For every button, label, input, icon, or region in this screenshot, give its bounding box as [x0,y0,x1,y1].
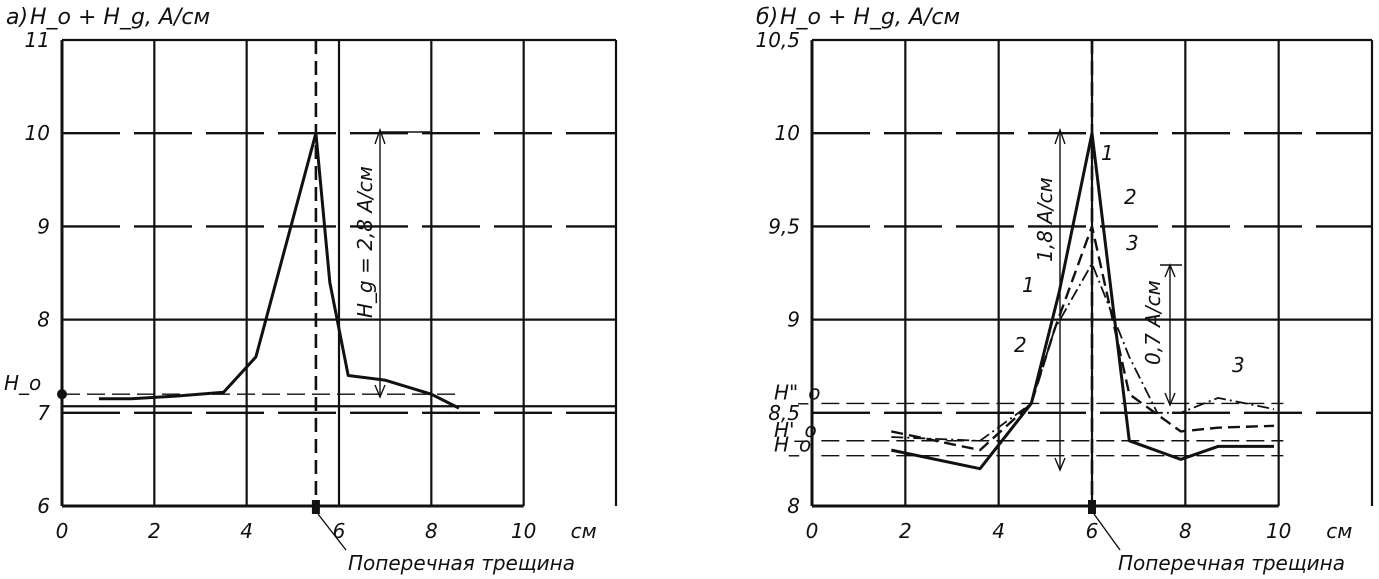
panel-b-annotations: 1,8 A/см 0,7 A/см Поперечная трещина [1033,127,1345,575]
panel-a-reference-dot [57,389,67,400]
panel-b-crack-marker [1088,500,1096,514]
panel-a-crack-leader [317,513,347,551]
panel-a-amplitude-label: H_g = 2,8 A/см [353,166,377,318]
panel-b-series-label: 3 [1126,231,1139,255]
panel-a-x-tick-label: 0 [56,519,69,543]
panel-a-x-tick-label: 4 [240,519,253,543]
panel-b-x-tick-label: 6 [1086,519,1099,543]
panel-a-y-tick-label: 6 [37,494,50,518]
panel-a-reference-lines: H_o [4,40,616,514]
panel-b-y-tick-label: 8,5 [768,401,800,425]
panel-a-series-line [98,131,460,410]
panel-a-crack-label: Поперечная трещина [348,551,575,575]
panel-b-reference-label: H'_o [774,418,817,442]
panel-a-y-tick-label: 7 [37,401,50,425]
panel-b-crack-leader [1093,513,1121,551]
panel-b-y-tick-label: 10 [775,121,800,145]
panel-a-x-tick-label: 10 [511,519,536,543]
panel-b-x-axis-unit: см [1326,519,1352,543]
panel-b-arrowhead-1-bottom [1054,457,1066,472]
panel-b-series-line [891,225,1275,452]
panel-b-series-line [890,131,1274,471]
panel-b-x-tick-label: 10 [1266,519,1291,543]
panel-b-amplitude-label-2: 0,7 A/см [1141,280,1165,365]
panel-b-tick-labels: 8 8,5 9 9,5 10 10,5 0 2 4 6 8 10 см [755,28,1352,543]
panel-b-reference-label: H_o [774,433,811,457]
panel-b-letter: б) [756,5,778,30]
panel-a-tick-labels: 6 7 8 9 10 11 0 2 4 6 8 10 см [25,28,597,543]
panel-b-x-tick-label: 4 [992,519,1005,543]
panel-b-y-tick-label: 10,5 [755,28,800,52]
panel-b-series-label: 1 [1022,273,1035,297]
panel-a-title: а) H_o + H_g, A/см [6,5,210,30]
panel-a-letter: а) [6,5,28,30]
panel-a-annotations: H_g = 2,8 A/см Поперечная трещина [317,127,575,575]
panel-a-y-tick-label: 10 [25,121,50,145]
panel-a-x-axis-unit: см [571,519,597,543]
panel-b-arrowhead-2-bottom [1164,392,1176,407]
panel-a-y-tick-label: 11 [25,28,50,52]
panel-b-x-tick-label: 0 [806,519,819,543]
panel-a-arrowhead-bottom [374,384,386,399]
panel-b-series-label: 3 [1232,353,1245,377]
panel-b-arrowhead-1-top [1054,127,1066,145]
panel-b-title: б) H_o + H_g, A/см [756,5,960,30]
panel-b-x-tick-label: 8 [1179,519,1192,543]
panel-a-crack-marker [311,500,320,514]
panel-a-title-text: H_o + H_g, A/см [30,5,210,30]
panel-b-reference-label: H"_o [774,380,820,404]
panel-b-amplitude-label-1: 1,8 A/см [1033,177,1057,262]
panel-b-title-text: H_o + H_g, A/см [780,5,960,30]
panel-b-crack-label: Поперечная трещина [1118,551,1345,575]
panel-b-y-tick-label: 8 [787,494,800,518]
panel-a-grid [60,38,618,508]
panel-b-y-tick-label: 9,5 [768,214,800,238]
panel-a-x-tick-label: 6 [333,519,346,543]
panel-b-series-label: 2 [1014,333,1027,357]
panel-a-reference-label: H_o [4,371,41,395]
panel-b-reference-lines: H"_o H'_oH_o [774,40,1284,514]
panel-a-x-tick-label: 2 [148,519,161,543]
panel-b-series-label: 2 [1124,185,1137,209]
panel-a-series [98,131,460,410]
panel-a-y-tick-label: 8 [37,308,50,332]
panel-b-x-tick-label: 2 [899,519,912,543]
panel-a-arrowhead-top [374,127,386,145]
chart-panel-a: а) H_o + H_g, A/см H_o 6 7 8 9 10 11 0 2 4 6 8 10 см… [4,5,618,575]
panel-b-y-tick-label: 9 [787,308,800,332]
panel-b-series-label: 1 [1101,141,1114,165]
panel-a-y-tick-label: 9 [37,214,50,238]
panel-a-x-tick-label: 8 [425,519,438,543]
panel-b-series-line [891,262,1275,442]
